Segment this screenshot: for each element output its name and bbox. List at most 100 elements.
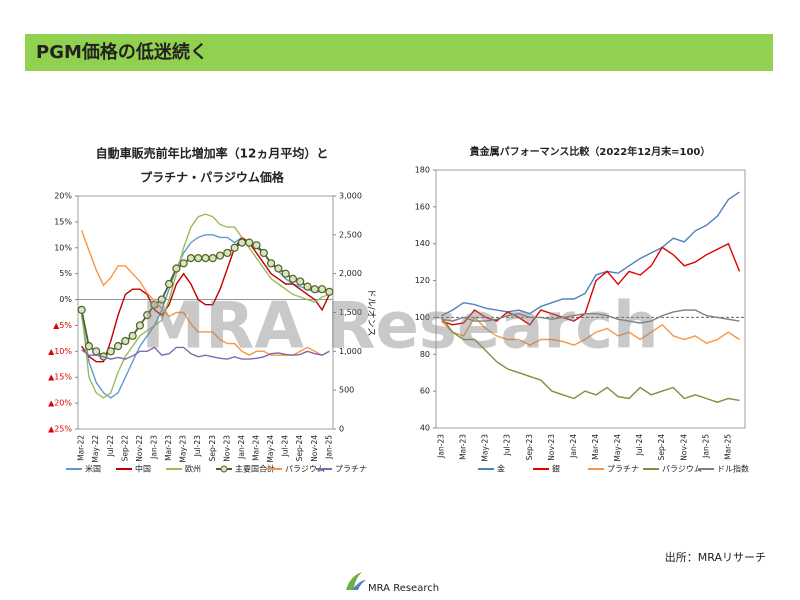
point-marker xyxy=(135,321,145,330)
x-tick-label: Jan-23 xyxy=(437,434,446,459)
logo-icon xyxy=(352,580,366,590)
x-tick-label: Mar-22 xyxy=(77,435,86,461)
x-tick-label: Jul-23 xyxy=(503,434,512,457)
point-marker xyxy=(208,254,217,263)
legend-label: パラジウム xyxy=(285,465,325,474)
x-tick-label: Mar-25 xyxy=(723,434,732,460)
legend-label: パラジウム xyxy=(662,465,702,474)
title-bar xyxy=(25,34,773,71)
y-tick-label: ▲15% xyxy=(48,373,72,382)
logo-icon xyxy=(346,572,362,590)
y2-tick-label: 2,500 xyxy=(339,230,362,239)
x-tick-label: Jan-23 xyxy=(150,435,159,460)
point-marker xyxy=(215,251,225,260)
x-tick-label: Nov-24 xyxy=(310,435,319,462)
chart-title: 自動車販売前年比増加率（12ヵ月平均）と xyxy=(96,146,329,161)
point-marker xyxy=(77,305,86,315)
x-tick-label: Jul-24 xyxy=(635,434,644,457)
point-marker xyxy=(237,238,247,247)
point-marker xyxy=(303,282,312,291)
y2-tick-label: 0 xyxy=(339,425,344,434)
point-marker xyxy=(201,254,210,263)
legend-label: プラチナ xyxy=(607,465,639,474)
x-tick-label: Nov-24 xyxy=(679,434,688,461)
x-tick-label: Sep-24 xyxy=(657,434,666,461)
y-tick-label: ▲10% xyxy=(48,347,72,356)
point-marker xyxy=(274,264,283,273)
x-tick-label: May-24 xyxy=(613,434,622,462)
legend-label: 主要国合計 xyxy=(235,464,275,474)
y-tick-label: 10% xyxy=(54,243,72,252)
slide-title: PGM価格の低迷続く xyxy=(36,41,208,63)
point-marker xyxy=(113,342,123,351)
point-marker xyxy=(223,248,232,258)
x-tick-label: May-24 xyxy=(266,435,275,463)
x-tick-label: Jan-25 xyxy=(324,435,333,460)
series-line xyxy=(441,316,740,346)
x-tick-label: Jul-23 xyxy=(193,435,202,458)
y-tick-label: 120 xyxy=(415,276,430,285)
y-tick-label: 40 xyxy=(420,424,430,433)
y-tick-label: 180 xyxy=(415,166,430,175)
point-marker xyxy=(281,269,290,278)
y-tick-label: ▲20% xyxy=(48,399,72,408)
series-line xyxy=(441,242,741,326)
legend-label: プラチナ xyxy=(335,465,367,474)
x-tick-label: Jan-24 xyxy=(569,434,578,459)
legend-label: 中国 xyxy=(135,464,151,474)
y2-tick-label: 1,500 xyxy=(339,308,362,317)
x-tick-label: Mar-23 xyxy=(164,435,173,461)
point-marker xyxy=(84,342,94,351)
y-tick-label: 60 xyxy=(420,387,430,396)
y2-tick-label: 500 xyxy=(339,386,354,395)
chart-title: 貴金属パフォーマンス比較（2022年12月末=100） xyxy=(470,145,711,158)
point-marker xyxy=(317,285,327,294)
x-tick-label: Nov-23 xyxy=(222,435,231,462)
y-tick-label: 80 xyxy=(420,350,430,359)
x-tick-label: Jul-24 xyxy=(281,435,290,458)
y-tick-label: 160 xyxy=(415,202,430,211)
point-marker xyxy=(121,336,130,346)
series-line xyxy=(440,316,740,403)
y-tick-label: 0% xyxy=(59,295,72,304)
source: 出所：MRAリサーチ xyxy=(665,550,766,564)
y-tick-label: ▲5% xyxy=(53,321,72,330)
logo: MRA Research xyxy=(368,583,439,594)
x-tick-label: Mar-24 xyxy=(591,434,600,460)
x-tick-label: Sep-23 xyxy=(525,434,534,461)
x-tick-label: Sep-24 xyxy=(295,435,304,462)
point-marker xyxy=(288,274,298,283)
point-marker xyxy=(179,259,188,268)
series-line xyxy=(81,236,331,363)
legend-label: ドル指数 xyxy=(717,464,749,474)
point-marker xyxy=(157,295,166,304)
point-marker xyxy=(194,254,203,263)
x-tick-label: Jan-24 xyxy=(237,435,246,460)
x-tick-label: Mar-23 xyxy=(459,434,468,460)
plot-frame xyxy=(435,169,746,429)
legend-label: 銀 xyxy=(552,464,560,474)
point-marker xyxy=(230,243,239,252)
series-line xyxy=(441,309,740,324)
y-tick-label: 15% xyxy=(54,217,72,226)
x-tick-label: Mar-24 xyxy=(252,435,261,461)
legend-marker xyxy=(220,465,228,473)
x-tick-label: Sep-23 xyxy=(208,435,217,462)
y-tick-label: ▲25% xyxy=(48,425,72,434)
point-marker xyxy=(164,279,174,289)
point-marker xyxy=(245,238,254,247)
y2-axis-label: ドル/オンス xyxy=(366,289,377,337)
chart-title: プラチナ・パラジウム価格 xyxy=(140,170,285,185)
point-marker xyxy=(186,254,196,263)
x-tick-label: May-23 xyxy=(481,434,490,462)
legend-label: 欧州 xyxy=(185,464,201,474)
x-tick-label: Jul-22 xyxy=(106,435,115,458)
y-tick-label: 140 xyxy=(415,239,430,248)
series-line xyxy=(80,213,330,399)
series-line xyxy=(80,234,330,399)
x-tick-label: May-22 xyxy=(91,435,100,463)
point-marker xyxy=(325,287,334,296)
x-tick-label: Sep-22 xyxy=(120,435,129,462)
x-tick-label: Jan-25 xyxy=(701,434,710,459)
series-line xyxy=(441,191,740,317)
